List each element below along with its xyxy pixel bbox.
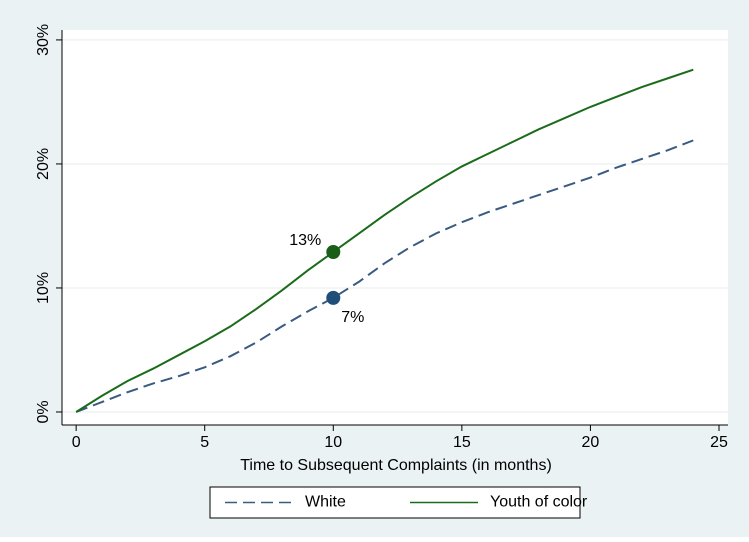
x-tick-label: 0 (72, 434, 81, 451)
x-tick-label: 10 (324, 434, 342, 451)
y-tick-label: 30% (35, 24, 52, 56)
series-line (75, 139, 694, 413)
y-tick-label: 0% (35, 400, 52, 423)
legend-label: White (305, 494, 346, 511)
series-line (75, 68, 694, 413)
x-tick-label: 20 (582, 434, 600, 451)
highlight-point (326, 290, 341, 305)
x-tick-label: 5 (200, 434, 209, 451)
x-tick-label: 25 (710, 434, 728, 451)
highlight-point (326, 244, 341, 259)
x-tick-label: 15 (453, 434, 471, 451)
highlight-label: 13% (289, 232, 321, 249)
legend-label: Youth of color (490, 494, 588, 511)
x-axis-label: Time to Subsequent Complaints (in months… (240, 457, 552, 474)
plot-area (62, 30, 728, 425)
y-tick-label: 10% (35, 272, 52, 304)
y-tick-label: 20% (35, 148, 52, 180)
highlight-label: 7% (341, 309, 364, 326)
